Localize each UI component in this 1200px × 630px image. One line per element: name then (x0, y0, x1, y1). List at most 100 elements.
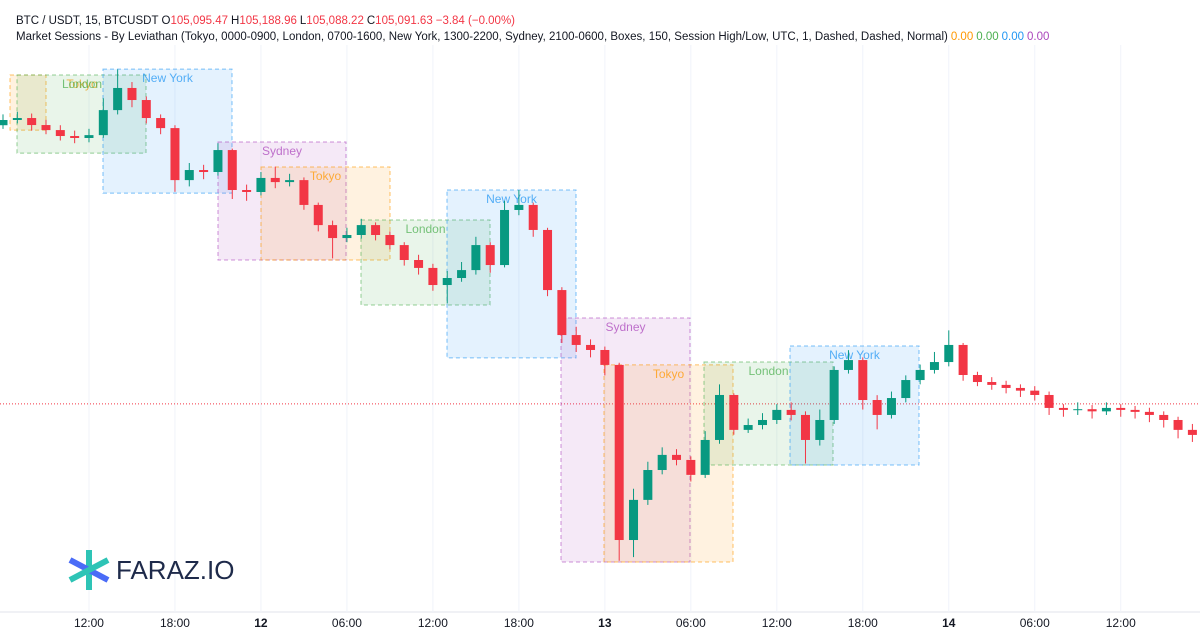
ohlc-value: 105,088.22 (306, 15, 364, 27)
candle-body (1173, 419, 1183, 430)
session-box (560, 317, 691, 563)
candle-body (1001, 384, 1011, 388)
candle-body (1101, 407, 1111, 412)
session-label: New York (142, 71, 194, 85)
candle-body (213, 150, 223, 173)
session-box (360, 219, 491, 306)
candle-body (1058, 407, 1068, 410)
candle-body (12, 118, 22, 121)
candle-body (1187, 429, 1197, 435)
candle-body (815, 419, 825, 440)
x-tick-label: 18:00 (160, 616, 190, 630)
candle-body (356, 225, 366, 235)
candle-body (514, 204, 524, 210)
candle-body (929, 362, 939, 370)
session-box (102, 68, 233, 194)
session-label: London (405, 222, 445, 236)
candle-body (127, 87, 137, 101)
session-box (789, 345, 920, 466)
x-tick-label: 14 (942, 616, 956, 630)
brand: FARAZ.IO (116, 555, 234, 585)
x-tick-label: 06:00 (676, 616, 706, 630)
symbol-line: BTC / USDT, 15, BTCUSDT O105,095.47 H105,1… (16, 13, 1052, 29)
candle-body (543, 229, 553, 291)
candle-body (414, 260, 424, 268)
change: −3.84 (−0.00%) (435, 15, 516, 27)
x-tick-label: 12:00 (418, 616, 448, 630)
candle-body (41, 125, 51, 131)
indicator-value: 0.00 (1001, 31, 1025, 43)
candle-body (98, 110, 108, 136)
candle-body (313, 204, 323, 226)
indicator-value: 0.00 (976, 31, 999, 43)
candle-body (586, 344, 596, 350)
candle-body (70, 136, 80, 138)
indicator: Market Sessions - By Leviathan (Tokyo, 0… (16, 31, 948, 43)
indicator-line: Market Sessions - By Leviathan (Tokyo, 0… (16, 29, 1052, 45)
candle-body (757, 419, 767, 426)
session-label: Tokyo (66, 77, 98, 91)
candle-body (643, 470, 653, 500)
x-tick-label: 12:00 (1106, 616, 1136, 630)
ohlc-value: 105,095.47 (170, 15, 229, 27)
candle-body (1116, 407, 1126, 410)
candle-body (156, 118, 166, 129)
candle-body (786, 409, 796, 415)
ohlc-label: L (299, 15, 307, 27)
x-tick-label: 06:00 (332, 616, 362, 630)
candle-body (700, 439, 710, 475)
candle-body (27, 118, 37, 126)
candle-body (886, 398, 896, 415)
candle-body (557, 290, 567, 336)
ohlc-label: O (161, 15, 171, 27)
candle-body (1130, 409, 1140, 412)
candle-body (285, 180, 295, 183)
candle-body (457, 270, 467, 279)
ohlc-label: H (231, 15, 240, 27)
session-label: London (62, 77, 102, 91)
x-tick-label: 18:00 (848, 616, 878, 630)
x-tick-label: 12 (254, 616, 268, 630)
candle-body (141, 100, 151, 119)
candle-body (1015, 387, 1025, 391)
candle-body (55, 130, 65, 137)
candle-body (84, 135, 94, 138)
candle-body (672, 454, 682, 460)
candle-body (600, 349, 610, 365)
session-label: New York (486, 192, 538, 206)
candle-body (1159, 414, 1169, 420)
candle-body (227, 150, 237, 191)
candle-body (872, 400, 882, 415)
x-tick-label: 06:00 (1020, 616, 1050, 630)
ohlc-label: C (366, 15, 376, 27)
candle-body (385, 234, 395, 246)
session-box (703, 361, 834, 466)
candle-body (500, 209, 510, 266)
x-tick-label: 13 (598, 616, 612, 630)
candle-body (987, 382, 997, 385)
grid (0, 45, 1200, 612)
header: BTC / USDT, 15, BTCUSDT O105,095.47 H105,1… (16, 13, 1052, 45)
session-box (260, 166, 391, 261)
candles (0, 69, 1197, 561)
candle-body (1044, 394, 1054, 408)
candle-body (256, 177, 266, 192)
candle-body (729, 394, 739, 430)
candle-body (0, 120, 8, 126)
session-label: Sydney (605, 320, 645, 334)
candle-body (629, 499, 639, 541)
session-label: Tokyo (653, 367, 685, 381)
session-box (217, 141, 347, 261)
indicator-value: 0.00 (1027, 31, 1050, 43)
candle-body (1144, 411, 1154, 415)
candle-body (743, 425, 753, 430)
candle-body (328, 225, 338, 239)
candle-body (958, 344, 968, 375)
candle-body (1073, 409, 1083, 411)
candle-body (901, 380, 911, 399)
candle-body (485, 245, 495, 266)
candle-body (199, 170, 209, 173)
candle-body (371, 225, 381, 235)
